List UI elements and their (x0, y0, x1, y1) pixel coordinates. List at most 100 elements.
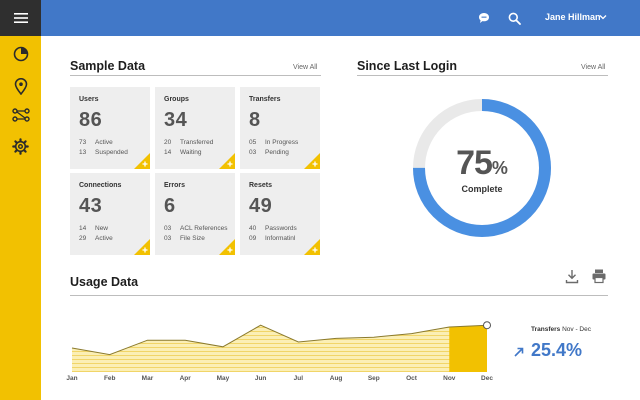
progress-donut (413, 99, 551, 237)
expand-corner-icon[interactable] (304, 153, 320, 169)
area-fill (72, 325, 487, 372)
usage-line (71, 324, 488, 356)
tile-title: Groups (164, 96, 189, 103)
download-icon[interactable] (564, 268, 580, 284)
top-bar: Jane Hillman (41, 0, 640, 36)
tile-stat-count: 13 (79, 149, 87, 156)
tile-stat-row: 03 File Size (164, 235, 205, 242)
sidebar-item-settings[interactable] (8, 135, 33, 157)
tile-stat-count: 03 (249, 149, 257, 156)
expand-corner-icon[interactable] (219, 153, 235, 169)
user-name[interactable]: Jane Hillman (545, 12, 601, 22)
tile-errors[interactable]: Errors 6 03 ACL References 03 File Size (155, 173, 235, 255)
left-rail (0, 0, 41, 400)
expand-corner-icon[interactable] (134, 153, 150, 169)
tile-resets[interactable]: Resets 49 40 Passwords 09 Informatinl (240, 173, 320, 255)
month-tick-label: Aug (329, 375, 343, 382)
tile-stat-row: 13 Suspended (79, 149, 128, 156)
tile-stat-count: 09 (249, 235, 257, 242)
month-tick-label: Jun (254, 375, 267, 382)
tile-value: 8 (249, 109, 261, 131)
since-last-login-title: Since Last Login (357, 59, 458, 73)
tile-stat-label: ACL References (180, 225, 228, 232)
tile-value: 6 (164, 195, 176, 217)
expand-corner-icon[interactable] (219, 239, 235, 255)
tile-title: Resets (249, 182, 272, 189)
month-tick-label: May (216, 375, 230, 382)
donut-percent: 75% (412, 144, 552, 183)
tile-stat-label: Active (95, 235, 113, 242)
percent-symbol: % (491, 158, 508, 178)
sidebar-item-flows[interactable] (8, 104, 33, 126)
chevron-down-icon[interactable] (597, 11, 609, 23)
sample-data-title: Sample Data (70, 59, 146, 73)
tile-stat-row: 03 ACL References (164, 225, 227, 232)
tile-stat-row: 03 Pending (249, 149, 289, 156)
tile-stat-count: 14 (164, 149, 172, 156)
expand-corner-icon[interactable] (304, 239, 320, 255)
tile-stat-row: 20 Transferred (164, 139, 213, 146)
transfers-change-value: 25.4% (531, 340, 583, 360)
menu-icon (13, 13, 28, 23)
pie-chart-icon (13, 46, 28, 62)
search-button[interactable] (505, 9, 523, 27)
data-point-dec[interactable] (483, 321, 491, 330)
usage-area-chart (71, 321, 491, 372)
tile-value: 86 (79, 109, 103, 131)
tile-stat-label: In Progress (265, 139, 299, 146)
tile-stat-row: 40 Passwords (249, 225, 297, 232)
month-tick-label: Jan (66, 375, 78, 382)
month-tick-label: Apr (179, 375, 191, 382)
chat-button[interactable] (475, 9, 493, 27)
tile-title: Transfers (249, 96, 281, 103)
usage-data-title: Usage Data (70, 275, 139, 289)
tile-stat-row: 05 In Progress (249, 139, 298, 146)
tile-groups[interactable]: Groups 34 20 Transferred 14 Waiting (155, 87, 235, 169)
tile-stat-count: 20 (164, 139, 172, 146)
tile-stat-count: 05 (249, 139, 257, 146)
tile-transfers[interactable]: Transfers 8 05 In Progress 03 Pending (240, 87, 320, 169)
tile-stat-count: 29 (79, 235, 87, 242)
transfers-label-text: Transfers (531, 326, 561, 333)
sample-data-view-all-link[interactable]: View All (293, 64, 318, 71)
location-pin-icon (14, 77, 27, 95)
tile-stat-count: 14 (79, 225, 87, 232)
month-tick-label: Mar (141, 375, 154, 382)
month-tick-label: Nov (443, 375, 456, 382)
tile-stat-label: Passwords (265, 225, 297, 232)
tile-stat-label: Transferred (180, 139, 214, 146)
month-tick-label: Sep (367, 375, 380, 382)
chat-icon (479, 13, 489, 23)
tile-stat-label: Pending (265, 149, 289, 156)
sample-data-divider (70, 75, 321, 76)
tile-stat-row: 14 New (79, 225, 108, 232)
sidebar-item-dashboard[interactable] (8, 43, 33, 65)
tile-value: 43 (79, 195, 103, 217)
tile-users[interactable]: Users 86 73 Active 13 Suspended (70, 87, 150, 169)
donut-label: Complete (461, 184, 503, 194)
since-last-login-view-all-link[interactable]: View All (581, 64, 606, 71)
tile-connections[interactable]: Connections 43 14 New 29 Active (70, 173, 150, 255)
donut-progress-arc (413, 99, 551, 237)
month-tick-label: Feb (103, 375, 116, 382)
usage-data-divider (70, 295, 608, 296)
sidebar-item-locations[interactable] (8, 75, 33, 97)
tile-stat-row: 14 Waiting (164, 149, 201, 156)
tile-stat-label: New (95, 225, 109, 232)
tile-stat-label: Waiting (180, 149, 202, 156)
tile-stat-count: 40 (249, 225, 257, 232)
transfers-period: Nov - Dec (562, 326, 591, 333)
tile-title: Users (79, 96, 99, 103)
expand-corner-icon[interactable] (134, 239, 150, 255)
tile-stat-label: Active (95, 139, 113, 146)
tile-value: 34 (164, 109, 188, 131)
month-tick-label: Jul (293, 375, 304, 382)
gear-icon (12, 137, 29, 155)
tile-value: 49 (249, 195, 273, 217)
search-icon (508, 12, 521, 25)
trend-up-icon (514, 347, 524, 357)
tile-stat-count: 03 (164, 235, 172, 242)
transfers-label: Transfers Nov - Dec (531, 326, 591, 333)
menu-button[interactable] (0, 0, 41, 36)
print-icon[interactable] (591, 268, 607, 284)
